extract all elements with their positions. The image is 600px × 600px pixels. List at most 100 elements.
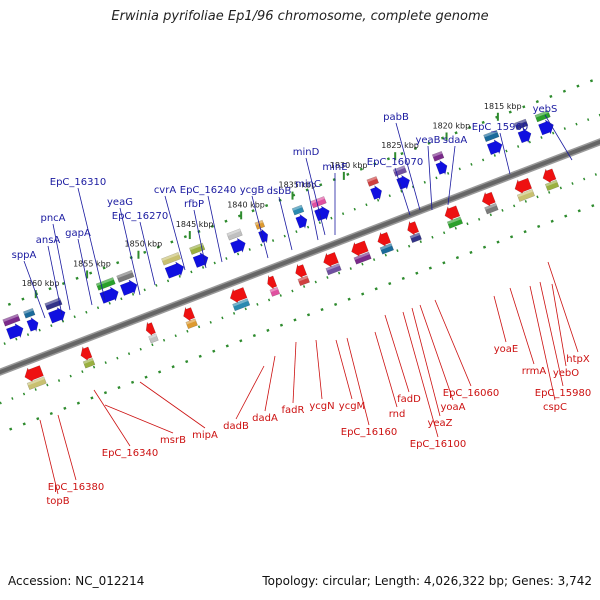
reverse-gene-box — [353, 251, 372, 265]
forward-gene-arrow — [370, 185, 382, 201]
chromosome-backbone-core — [0, 139, 600, 375]
gene-leader-line — [402, 311, 439, 438]
forward-gene-arrow — [435, 159, 448, 176]
forward-gene-box-shade — [226, 228, 241, 236]
reverse-gene-box — [409, 232, 423, 244]
reverse-gene-arrow — [145, 322, 156, 337]
reverse-gene-box-shade — [484, 203, 497, 210]
gene-label-epc_16340: EpC_16340 — [102, 448, 158, 459]
forward-gene-box-shade — [23, 308, 34, 315]
gene-label-fadd: fadD — [397, 394, 421, 405]
forward-gene-box — [431, 150, 445, 162]
reverse-gene-box-shade — [517, 189, 533, 198]
reverse-gene-box — [544, 179, 560, 192]
reverse-gene-box-shade — [148, 333, 157, 339]
gene-leader-line — [395, 122, 421, 211]
forward-gene-box-shade — [483, 130, 498, 138]
gene-leader-line — [346, 337, 370, 426]
gene-leader-line — [335, 339, 353, 400]
forward-gene-box — [22, 307, 36, 319]
gene-label-htpx: htpX — [566, 354, 590, 365]
reverse-gene-box-shade — [409, 232, 421, 239]
genome-summary: Topology: circular; Length: 4,026,322 bp… — [262, 574, 592, 588]
forward-gene-box — [226, 228, 243, 241]
gene-leader-line — [384, 314, 410, 393]
gene-label-yeag: yeaG — [107, 197, 133, 208]
kbp-tick-label: 1830 kbp — [330, 161, 368, 170]
forward-gene-box-shade — [96, 277, 114, 287]
gene-leader-line — [39, 419, 59, 495]
reverse-gene-box — [379, 243, 395, 255]
reverse-gene-box-shade — [447, 216, 462, 225]
gene-leader-line — [104, 404, 174, 434]
gene-leader-line — [447, 145, 456, 206]
gene-leader-line — [305, 157, 326, 236]
gene-leader-line — [193, 209, 207, 269]
gene-label-epc_16380: EpC_16380 — [48, 482, 104, 493]
gene-label-mipa: mipA — [192, 430, 218, 441]
gene-label-pnca: pncA — [40, 213, 65, 224]
forward-gene-box — [95, 277, 116, 291]
map-title: Erwinia pyrifoliae Ep1/96 chromosome, co… — [111, 9, 489, 24]
forward-gene-box — [534, 110, 551, 123]
gene-leader-line — [47, 245, 63, 316]
gene-label-dadb: dadB — [223, 421, 249, 432]
dotted-guide-line — [0, 76, 600, 310]
gene-label-yeab: yeaB — [415, 135, 440, 146]
kbp-tick-label: 1840 kbp — [227, 200, 265, 209]
forward-gene-box — [291, 204, 305, 216]
kbp-tick-label: 1850 kbp — [125, 240, 163, 249]
reverse-gene-box-shade — [545, 180, 558, 187]
gene-leader-line — [419, 304, 454, 401]
gene-leader-line — [77, 238, 93, 306]
gene-leader-line — [77, 187, 106, 301]
reverse-gene-box-shade — [297, 275, 308, 282]
gene-label-minc: minC — [295, 179, 321, 190]
gene-leader-line — [434, 299, 472, 387]
gene-label-epc_16100: EpC_16100 — [410, 439, 466, 450]
kbp-tick-label: 1845 kbp — [176, 220, 214, 229]
forward-gene-box — [366, 176, 380, 187]
gene-label-fadr: fadR — [282, 405, 305, 416]
gene-leader-line — [23, 260, 46, 319]
forward-gene-box-shade — [189, 243, 204, 251]
gene-leader-line — [119, 207, 141, 296]
kbp-tick-label: 1860 kbp — [22, 279, 60, 288]
reverse-gene-arrow — [267, 274, 278, 290]
gene-leader-line — [544, 114, 573, 161]
forward-gene-box-shade — [514, 119, 527, 126]
forward-gene-box-shade — [366, 176, 377, 183]
reverse-gene-arrow — [542, 168, 557, 184]
map-layer: 1815 kbp 1820 kbp 1825 kbp 1830 kbp 1835 kbp… — [0, 76, 600, 507]
forward-gene-arrow — [6, 323, 24, 340]
gene-label-epc_16270: EpC_16270 — [112, 211, 168, 222]
forward-gene-box-shade — [116, 270, 133, 279]
gene-leader-line — [93, 389, 131, 447]
forward-gene-box-shade — [534, 110, 549, 118]
reverse-gene-arrow — [377, 231, 392, 247]
kbp-tick-label: 1815 kbp — [484, 102, 522, 111]
forward-gene-arrow — [486, 139, 503, 155]
gene-leader-line — [251, 195, 269, 259]
gene-leader-line — [264, 355, 276, 412]
forward-gene-arrow — [295, 213, 308, 230]
gene-label-epc_16060: EpC_16060 — [443, 388, 499, 399]
gene-leader-line — [235, 365, 265, 420]
gene-leader-line — [427, 145, 433, 211]
forward-gene-arrow — [258, 228, 269, 244]
gene-label-ycgb: ycgB — [240, 185, 265, 196]
gene-leader-line — [374, 331, 398, 408]
reverse-gene-box — [269, 286, 281, 297]
gene-label-mine: minE — [322, 162, 347, 173]
forward-gene-arrow — [192, 252, 209, 268]
gene-label-yebs: yebS — [533, 104, 558, 115]
reverse-gene-box — [148, 333, 159, 344]
gene-label-rnd: rnd — [389, 409, 406, 420]
gene-label-topb: topB — [46, 496, 69, 507]
reverse-gene-box-shade — [232, 298, 249, 307]
kbp-tick-label: 1825 kbp — [381, 141, 419, 150]
gene-label-cvra: cvrA — [154, 185, 177, 196]
gene-label-mind: minD — [293, 147, 320, 158]
kbp-tick-label: 1835 kbp — [279, 181, 317, 190]
